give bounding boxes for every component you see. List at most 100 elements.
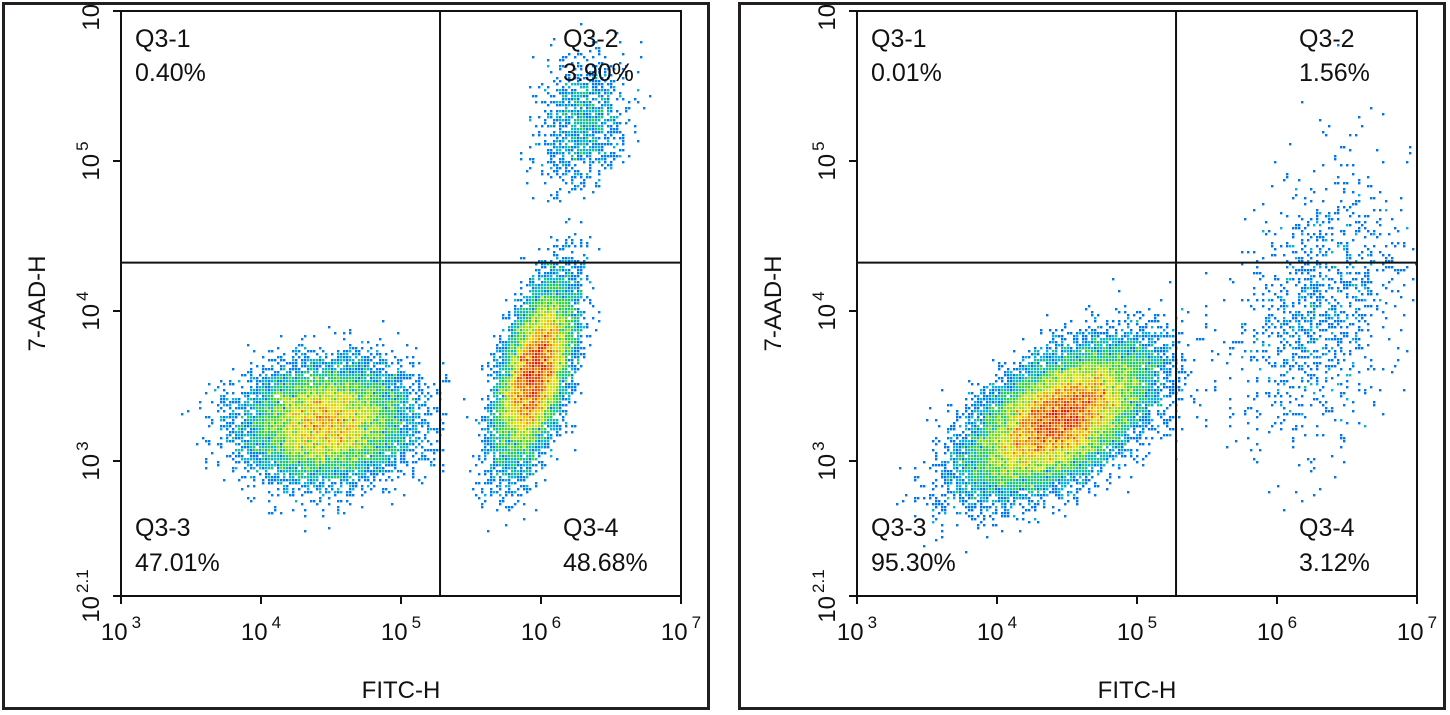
density-dot: [484, 440, 487, 443]
density-dot: [376, 419, 379, 422]
density-dot: [520, 371, 523, 374]
density-dot: [583, 158, 586, 161]
density-dot: [583, 161, 586, 164]
density-dot: [550, 155, 553, 158]
density-dot: [481, 503, 484, 506]
density-dot: [517, 422, 520, 425]
density-dot: [421, 404, 424, 407]
density-dot: [601, 122, 604, 125]
density-dot: [556, 152, 559, 155]
density-dot: [532, 407, 535, 410]
density-dot: [397, 416, 400, 419]
density-dot: [589, 161, 592, 164]
density-dot: [382, 491, 385, 494]
density-dot: [340, 425, 343, 428]
density-dot: [523, 446, 526, 449]
density-dot: [580, 311, 583, 314]
density-dot: [334, 386, 337, 389]
density-dot: [280, 422, 283, 425]
density-dot: [289, 461, 292, 464]
density-dot: [496, 464, 499, 467]
density-dot: [391, 440, 394, 443]
density-dot: [310, 395, 313, 398]
density-dot: [535, 380, 538, 383]
density-dot: [532, 320, 535, 323]
density-dot: [532, 413, 535, 416]
density-dot: [376, 392, 379, 395]
density-dot: [511, 491, 514, 494]
density-dot: [1328, 125, 1331, 128]
density-dot: [529, 392, 532, 395]
density-dot: [352, 473, 355, 476]
density-dot: [310, 431, 313, 434]
density-dot: [568, 98, 571, 101]
density-dot: [505, 431, 508, 434]
density-dot: [403, 461, 406, 464]
density-dot: [403, 473, 406, 476]
density-dot: [520, 428, 523, 431]
density-dot: [562, 314, 565, 317]
density-dot: [271, 440, 274, 443]
density-dot: [505, 359, 508, 362]
density-dot: [511, 410, 514, 413]
density-dot: [574, 83, 577, 86]
density-dot: [358, 467, 361, 470]
density-dot: [589, 134, 592, 137]
density-dot: [544, 89, 547, 92]
density-dot: [361, 416, 364, 419]
density-dot: [556, 356, 559, 359]
density-dot: [295, 437, 298, 440]
density-dot: [244, 422, 247, 425]
density-dot: [538, 269, 541, 272]
density-dot: [580, 245, 583, 248]
density-dot: [334, 419, 337, 422]
density-dot: [598, 128, 601, 131]
density-dot: [292, 350, 295, 353]
density-dot: [346, 395, 349, 398]
density-dot: [262, 479, 265, 482]
density-dot: [355, 392, 358, 395]
density-dot: [607, 131, 610, 134]
density-dot: [322, 461, 325, 464]
density-dot: [364, 455, 367, 458]
density-dot: [616, 110, 619, 113]
density-dot: [337, 437, 340, 440]
density-dot: [280, 383, 283, 386]
density-dot: [424, 401, 427, 404]
density-dot: [529, 446, 532, 449]
density-dot: [1367, 185, 1370, 188]
density-dot: [253, 431, 256, 434]
density-dot: [346, 461, 349, 464]
density-dot: [292, 482, 295, 485]
density-dot: [250, 371, 253, 374]
density-dot: [553, 359, 556, 362]
density-dot: [349, 488, 352, 491]
density-dot: [550, 317, 553, 320]
density-dot: [277, 449, 280, 452]
density-dot: [289, 374, 292, 377]
density-dot: [238, 449, 241, 452]
density-dot: [376, 449, 379, 452]
density-dot: [331, 359, 334, 362]
density-dot: [553, 143, 556, 146]
density-dot: [526, 371, 529, 374]
density-dot: [301, 467, 304, 470]
density-dot: [262, 377, 265, 380]
density-dot: [565, 332, 568, 335]
density-dot: [607, 137, 610, 140]
density-dot: [640, 41, 643, 44]
density-dot: [304, 470, 307, 473]
density-dot: [514, 368, 517, 371]
density-dot: [517, 428, 520, 431]
density-dot: [535, 413, 538, 416]
density-dot: [556, 269, 559, 272]
density-dot: [385, 419, 388, 422]
density-dot: [328, 380, 331, 383]
density-dot: [562, 104, 565, 107]
density-dot: [529, 308, 532, 311]
density-dot: [361, 431, 364, 434]
density-dot: [274, 383, 277, 386]
density-dot: [586, 245, 589, 248]
density-dot: [622, 137, 625, 140]
density-dot: [400, 440, 403, 443]
